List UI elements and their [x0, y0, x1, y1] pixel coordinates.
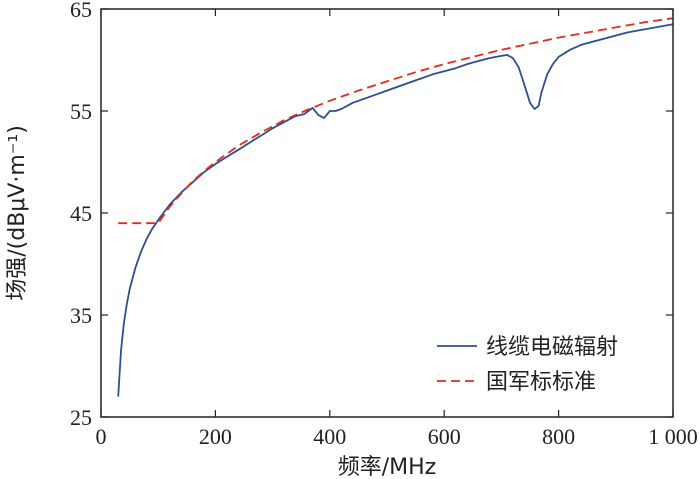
- legend-label-cable-radiation: 线缆电磁辐射: [486, 335, 618, 360]
- y-tick-label: 65: [70, 0, 92, 22]
- y-tick-label: 55: [70, 99, 92, 124]
- y-tick-label: 45: [70, 201, 92, 226]
- legend: 线缆电磁辐射 国军标标准: [437, 335, 618, 395]
- x-tick-label: 0: [96, 424, 107, 449]
- y-axis-title: 场强/(dBμV·m⁻¹): [5, 125, 30, 301]
- x-axis-title: 频率/MHz: [338, 455, 437, 479]
- y-tick-label: 35: [70, 303, 92, 328]
- x-tick-label: 200: [199, 424, 232, 449]
- x-tick-label: 1 000: [648, 424, 698, 449]
- series-line-gjb-standard: [118, 17, 674, 225]
- y-tick-label: 25: [70, 405, 92, 430]
- ticks-layer: 0 200 400 600 800 1 000 25 35 45 55 65: [70, 0, 698, 449]
- x-tick-label: 400: [313, 424, 346, 449]
- legend-label-gjb-standard: 国军标标准: [486, 370, 596, 395]
- series-layer: [117, 17, 674, 397]
- x-tick-label: 800: [542, 424, 575, 449]
- x-tick-label: 600: [428, 424, 461, 449]
